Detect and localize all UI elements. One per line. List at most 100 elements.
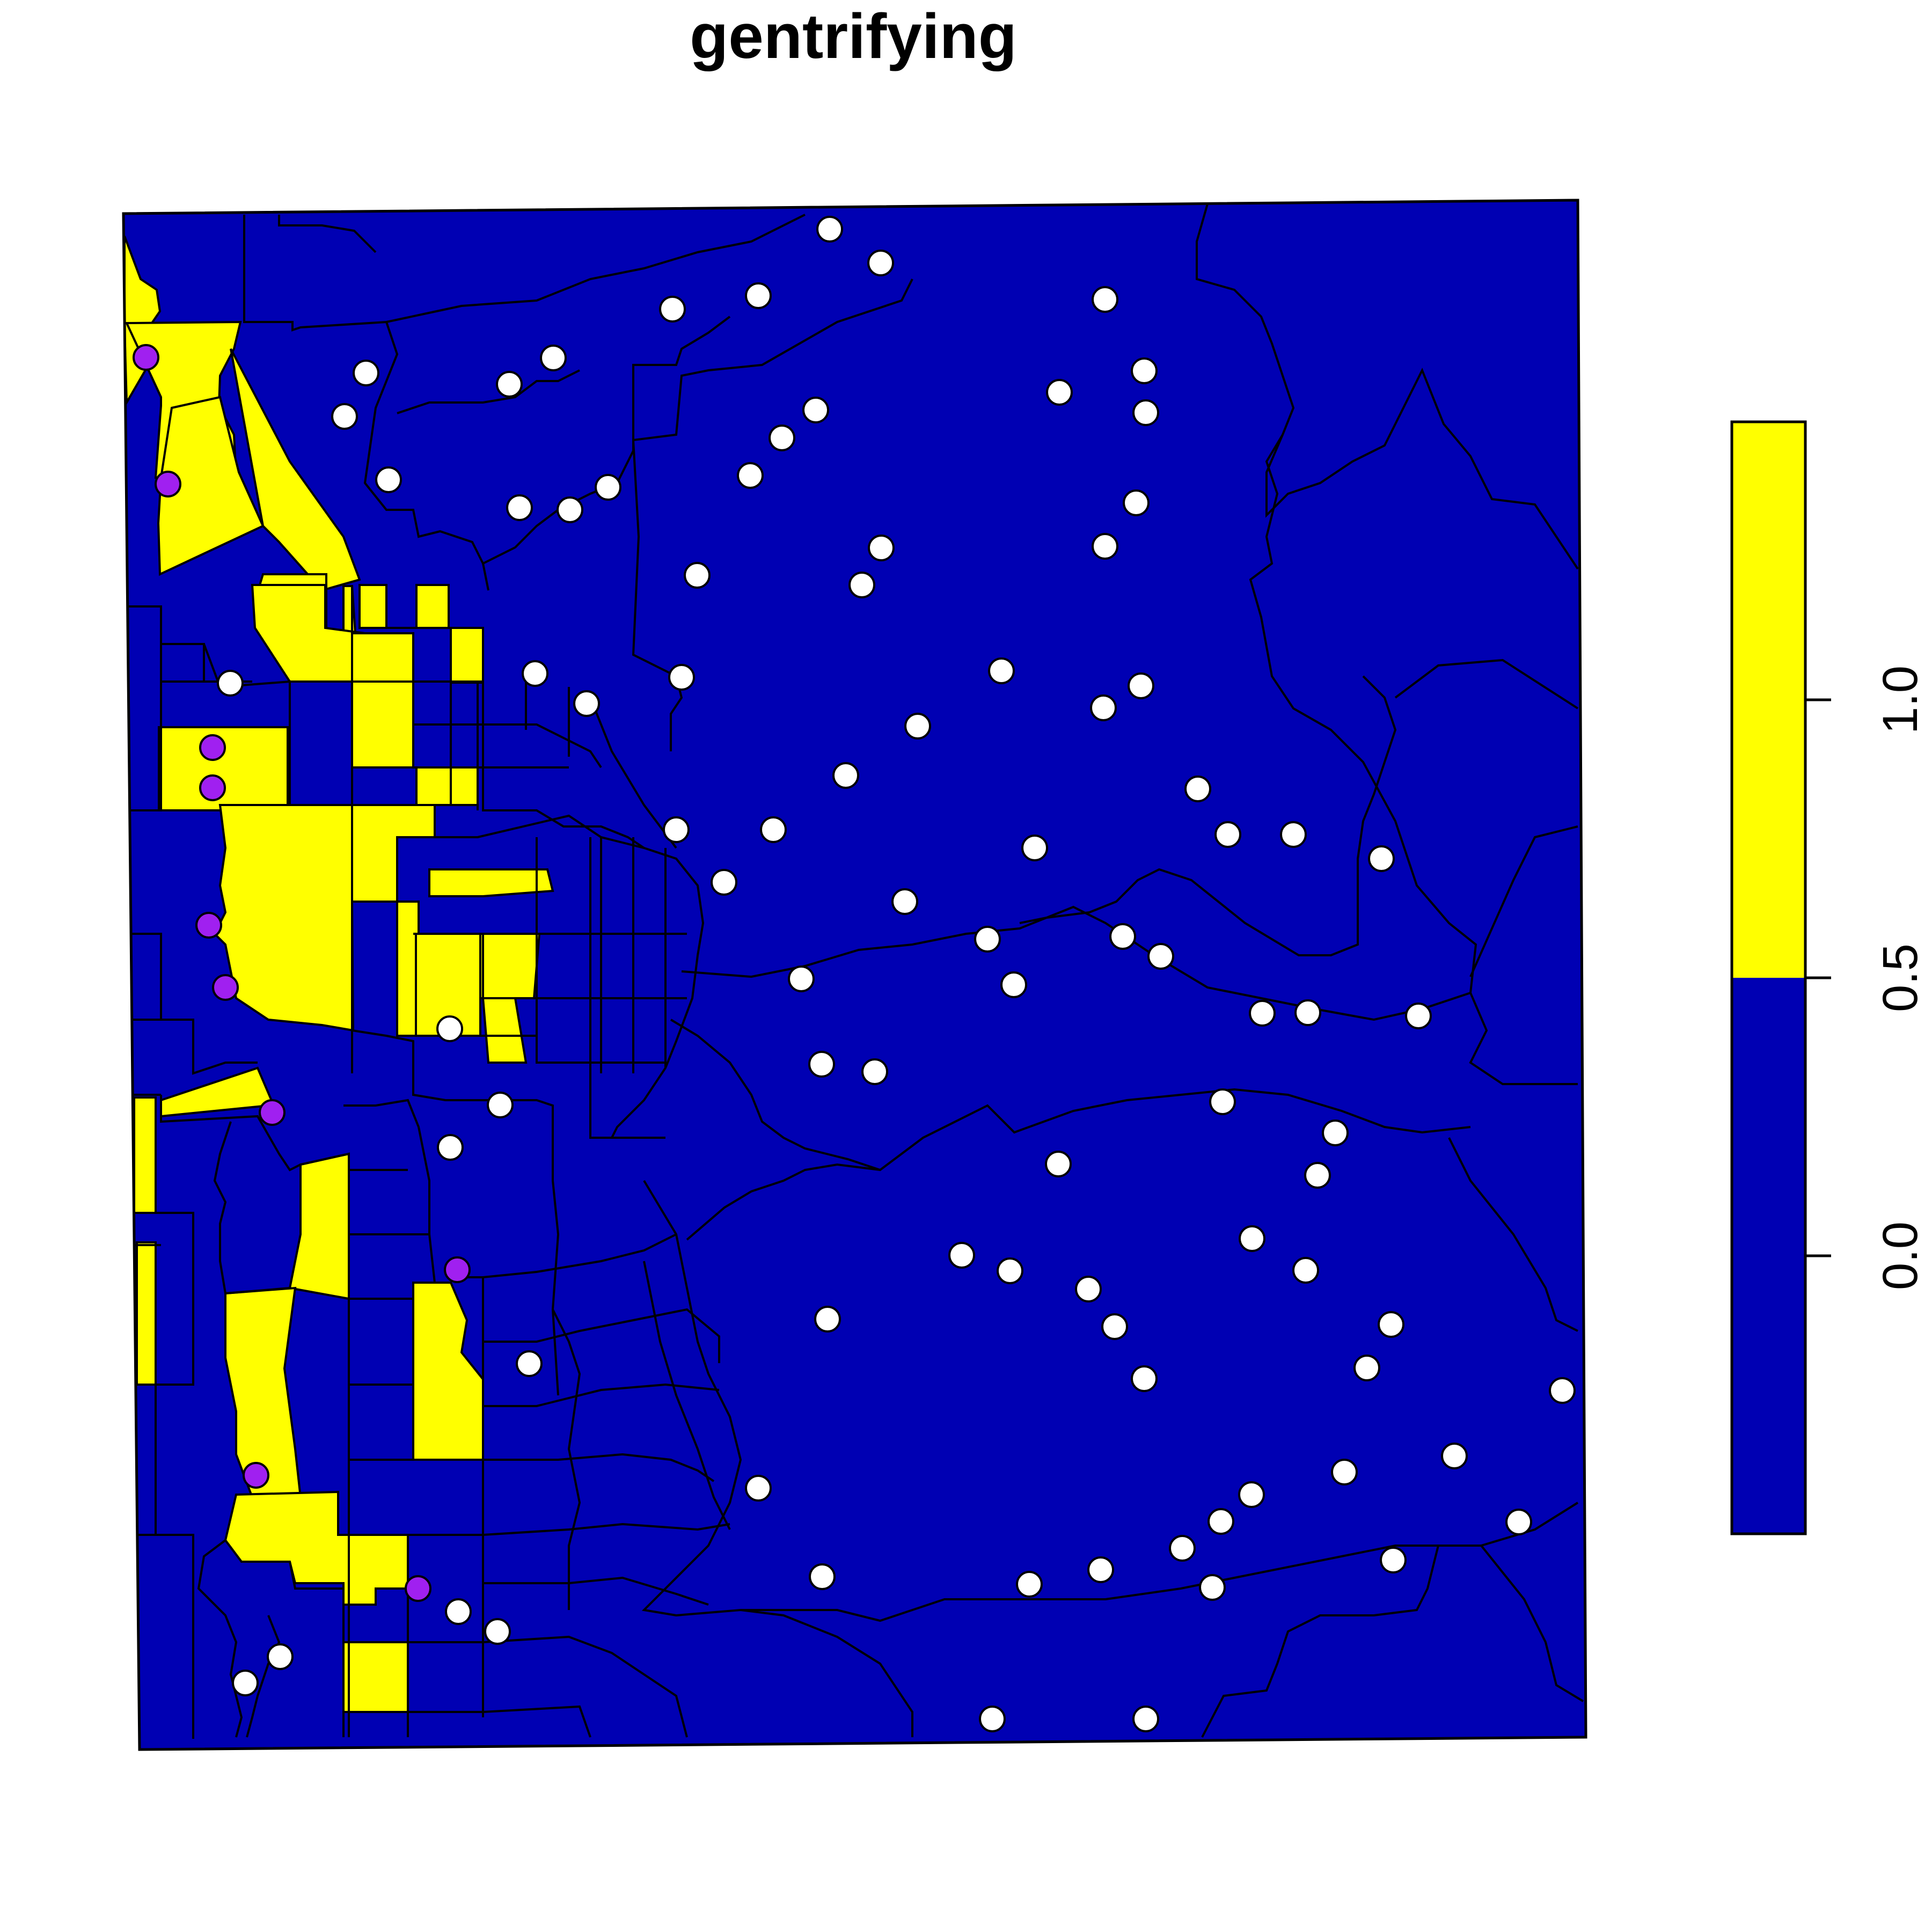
site-point [1109,923,1136,950]
site-point [867,250,894,276]
boundary-line [385,584,483,629]
gentrifying-tract [358,584,387,629]
site-point [1128,672,1154,699]
site-point [668,664,695,691]
gentrifying-tract [351,680,414,769]
legend-tick-label: 0.5 [1873,943,1928,1012]
site-point [1380,1547,1407,1574]
boundary-line [483,1308,720,1363]
boundary-line [363,321,489,591]
site-point [1132,399,1159,426]
site-point [1209,1088,1236,1115]
boundary-line [450,682,479,810]
site-point [891,888,918,915]
site-point [484,1618,511,1645]
gentrifying-tract [230,348,361,592]
site-point [436,1015,463,1042]
boundary-line [1196,203,1579,570]
site-point [1405,1002,1432,1029]
site-point [997,1257,1023,1284]
site-point [760,816,787,843]
site-point [659,296,686,323]
site-point [769,425,795,451]
gentrifying-tract [479,933,541,999]
boundary-line [278,215,377,253]
site-point [711,869,737,896]
boundary-line [1019,675,1397,956]
gentrifying-tract [415,584,450,629]
site-point [1549,1377,1576,1404]
site-point [979,1706,1006,1732]
site-point [1101,1313,1128,1340]
gentrifying-point [133,344,159,371]
site-point [540,345,567,371]
site-point [1322,1119,1349,1146]
site-point [904,713,931,740]
site-point [814,1306,841,1333]
boundary-line [352,1029,560,1396]
site-point [437,1134,464,1161]
site-point [375,466,402,493]
legend-band [1732,978,1805,1534]
boundary-line [129,644,162,811]
gentrifying-tract [415,766,479,806]
site-point [1199,1574,1226,1601]
boundary-line [160,1095,413,1300]
site-point [1505,1509,1532,1535]
site-point [1214,821,1241,848]
site-point [1378,1311,1404,1338]
site-point [1016,1571,1043,1598]
boundary-line [348,1169,429,1737]
gentrifying-point [444,1256,471,1283]
boundary-line [134,1385,243,1739]
site-point [1045,1151,1072,1177]
gentrifying-tract [351,632,414,683]
site-point [1090,694,1117,721]
site-point [445,1598,472,1625]
gentrifying-point [155,471,181,497]
site-point [353,360,379,386]
gentrifying-point [195,912,222,939]
legend-tick-label: 0.0 [1873,1221,1928,1290]
site-point [1331,1459,1358,1485]
site-point [1239,1225,1265,1252]
boundary-line [482,1277,581,1717]
site-point [267,1643,294,1670]
site-point [1368,845,1395,872]
gentrifying-tract [428,868,554,897]
gentrifying-point [243,1462,269,1489]
gentrifying-point [212,974,239,1001]
site-point [745,282,772,309]
site-point [1292,1257,1319,1284]
boundary-line [161,643,205,682]
map-base-area [123,200,1586,1750]
site-point [848,572,875,598]
site-point [496,371,523,398]
legend-bands [1732,422,1805,1534]
site-point [737,462,764,489]
site-point [809,1563,836,1590]
boundary-line [246,1615,281,1738]
gentrifying-points [133,344,471,1602]
site-point [832,762,859,789]
gentrifying-tracts [123,236,554,1713]
boundary-line [349,1384,730,1536]
site-point [487,1092,514,1118]
site-point [573,690,600,717]
site-point [1131,357,1158,384]
boundary-line [483,1383,720,1482]
site-point [816,216,843,243]
gentrifying-tract [342,585,357,634]
site-point [808,1051,835,1078]
boundary-line [600,837,667,1073]
boundary-line [451,1233,677,1278]
boundary-line [686,1163,881,1241]
color-legend: 0.0 0.5 1.0 [1730,420,1928,1535]
tract-boundaries [123,203,1584,1739]
boundary-line [1480,1545,1584,1702]
site-point [1238,1481,1265,1508]
map-outline [122,199,1587,1751]
gentrifying-point [199,774,226,801]
boundary-line [413,933,537,1037]
site-point [1123,489,1150,516]
